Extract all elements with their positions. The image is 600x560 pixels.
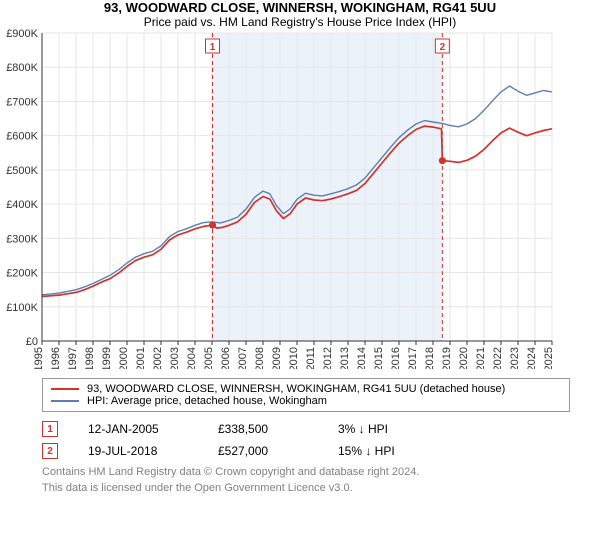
svg-text:2009: 2009 [271,347,283,369]
svg-text:2025: 2025 [543,347,555,369]
svg-text:£100K: £100K [6,302,38,314]
svg-text:£700K: £700K [6,96,38,108]
svg-text:2: 2 [440,42,446,53]
svg-text:2015: 2015 [373,347,385,369]
svg-text:2011: 2011 [305,347,317,369]
svg-text:£0: £0 [26,336,38,348]
svg-text:2010: 2010 [288,347,300,369]
svg-text:2020: 2020 [458,347,470,369]
svg-text:£200K: £200K [6,268,38,280]
svg-text:1: 1 [210,42,216,53]
svg-text:2004: 2004 [186,347,198,369]
svg-text:£600K: £600K [6,131,38,143]
svg-text:£500K: £500K [6,165,38,177]
transaction-delta: 3% ↓ HPI [338,422,438,436]
legend-swatch-price [51,388,79,390]
svg-text:2002: 2002 [152,347,164,369]
chart-title: 93, WOODWARD CLOSE, WINNERSH, WOKINGHAM,… [0,0,600,15]
svg-text:2001: 2001 [135,347,147,369]
svg-text:1998: 1998 [84,347,96,369]
svg-text:2019: 2019 [441,347,453,369]
svg-text:2022: 2022 [492,347,504,369]
svg-text:2014: 2014 [356,347,368,369]
svg-text:2013: 2013 [339,347,351,369]
legend-row-price: 93, WOODWARD CLOSE, WINNERSH, WOKINGHAM,… [51,383,561,395]
svg-text:£900K: £900K [6,29,38,40]
transaction-delta: 15% ↓ HPI [338,444,438,458]
transaction-date: 12-JAN-2005 [88,422,218,436]
transaction-marker-1: 1 [42,421,58,437]
transaction-price: £338,500 [218,422,338,436]
svg-text:2023: 2023 [509,347,521,369]
transaction-price: £527,000 [218,444,338,458]
svg-text:2016: 2016 [390,347,402,369]
transaction-row: 2 19-JUL-2018 £527,000 15% ↓ HPI [42,440,570,462]
svg-text:2007: 2007 [237,347,249,369]
svg-text:£800K: £800K [6,62,38,74]
svg-text:1997: 1997 [67,347,79,369]
price-chart: 1 2 £0 £100K £200K £300K £400K £500K £600K £700K £… [0,29,560,369]
svg-text:2008: 2008 [254,347,266,369]
svg-text:2012: 2012 [322,347,334,369]
footer-licence: This data is licensed under the Open Gov… [42,482,570,494]
svg-text:2024: 2024 [526,347,538,369]
svg-text:1995: 1995 [33,347,45,369]
transactions-table: 1 12-JAN-2005 £338,500 3% ↓ HPI 2 19-JUL… [42,418,570,462]
svg-text:1999: 1999 [101,347,113,369]
svg-text:2018: 2018 [424,347,436,369]
legend-swatch-hpi [51,400,79,402]
legend: 93, WOODWARD CLOSE, WINNERSH, WOKINGHAM,… [42,378,570,412]
chart-subtitle: Price paid vs. HM Land Registry's House … [0,15,600,29]
svg-text:£400K: £400K [6,199,38,211]
svg-text:2003: 2003 [169,347,181,369]
transaction-date: 19-JUL-2018 [88,444,218,458]
svg-text:2000: 2000 [118,347,130,369]
svg-text:2021: 2021 [475,347,487,369]
svg-text:2006: 2006 [220,347,232,369]
svg-text:2005: 2005 [203,347,215,369]
legend-row-hpi: HPI: Average price, detached house, Woki… [51,395,561,407]
transaction-marker-2: 2 [42,443,58,459]
svg-text:2017: 2017 [407,347,419,369]
legend-label-price: 93, WOODWARD CLOSE, WINNERSH, WOKINGHAM,… [87,383,505,395]
footer-copyright: Contains HM Land Registry data © Crown c… [42,466,570,478]
svg-text:1996: 1996 [50,347,62,369]
transaction-row: 1 12-JAN-2005 £338,500 3% ↓ HPI [42,418,570,440]
legend-label-hpi: HPI: Average price, detached house, Woki… [87,395,327,407]
svg-text:£300K: £300K [6,233,38,245]
